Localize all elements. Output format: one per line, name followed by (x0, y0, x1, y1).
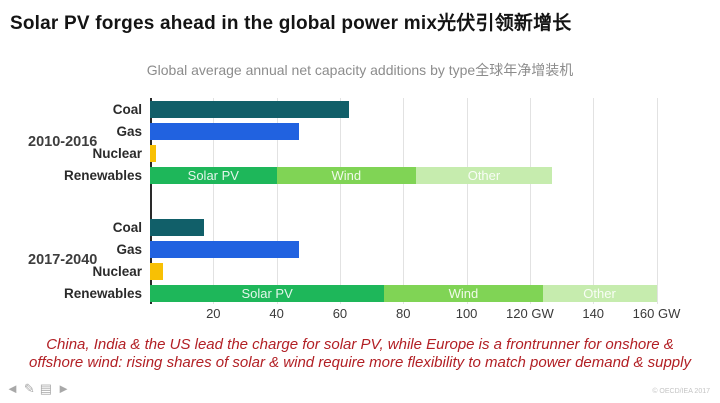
segment-label: Wind (448, 285, 479, 301)
page-title: Solar PV forges ahead in the global powe… (10, 13, 572, 34)
bar-gas (150, 240, 299, 258)
category-label: Gas (116, 123, 142, 139)
x-axis-tick-120: 120 GW (506, 306, 554, 321)
gridline-160 (656, 98, 658, 304)
segment-label: Other (583, 285, 616, 301)
copyright-text: © OECD/IEA 2017 (652, 388, 710, 395)
category-label: Coal (112, 101, 142, 117)
bar-segment-other: Other (542, 284, 657, 302)
gridline-20 (213, 98, 215, 304)
chart-row-renewables: Renewables Solar PV Wind Other (0, 164, 704, 186)
bar-segment-solar-pv: Solar PV (150, 284, 385, 302)
category-label: Renewables (63, 285, 142, 301)
category-label: Nuclear (92, 145, 142, 161)
bar-segment-wind: Wind (276, 166, 416, 184)
bar-track: Solar PV Wind Other (150, 284, 704, 302)
category-label: Nuclear (92, 263, 142, 279)
chart-group-2010-2016: 2010-2016 Coal Gas Nuclear Renewables Solar P… (0, 98, 704, 186)
y-axis-line (150, 98, 152, 304)
chart-row-coal: Coal (0, 216, 704, 238)
bar-track (150, 100, 704, 118)
bar-chart: 2010-2016 Coal Gas Nuclear Renewables Solar P… (0, 98, 720, 304)
gridline-60 (339, 98, 341, 304)
gridline-120 (529, 98, 531, 304)
gridline-100 (466, 98, 468, 304)
arrow-left-icon[interactable]: ◄ (6, 381, 19, 396)
caption-text: China, India & the US lead the charge fo… (29, 336, 691, 372)
bar-track (150, 262, 704, 280)
chart-row-gas: Gas (0, 238, 704, 260)
segment-label: Wind (331, 167, 362, 183)
category-label: Gas (116, 241, 142, 257)
gridline-40 (276, 98, 278, 304)
bar-gas (150, 122, 299, 140)
bar-segment-solar-pv: Solar PV (150, 166, 277, 184)
chart-row-coal: Coal (0, 98, 704, 120)
arrow-right-icon[interactable]: ► (57, 381, 70, 396)
chart-subtitle: Global average annual net capacity addit… (146, 62, 574, 78)
bar-track (150, 144, 704, 162)
chart-row-gas: Gas (0, 120, 704, 142)
list-icon[interactable]: ▤ (39, 381, 53, 396)
x-axis-labels: 20 40 60 80 100 120 GW 140 160 GW (150, 306, 704, 322)
presentation-controls: ◄ ✎ ▤ ► (6, 381, 70, 397)
bar-coal (150, 218, 204, 236)
x-axis-tick-60: 60 (332, 306, 348, 321)
group-label: 2017-2040 (28, 252, 98, 268)
category-label: Coal (112, 219, 142, 235)
bar-nuclear (150, 144, 157, 162)
bar-track (150, 240, 704, 258)
chart-groups: 2010-2016 Coal Gas Nuclear Renewables Solar P… (0, 98, 704, 304)
bar-track (150, 218, 704, 236)
pen-icon[interactable]: ✎ (23, 381, 35, 396)
segment-label: Solar PV (187, 167, 239, 183)
bar-segment-other: Other (415, 166, 553, 184)
x-axis-tick-100: 100 (455, 306, 478, 321)
chart-group-2017-2040: 2017-2040 Coal Gas Nuclear Renewables Solar P… (0, 216, 704, 304)
x-axis-tick-160: 160 GW (632, 306, 681, 321)
group-label: 2010-2016 (28, 134, 98, 150)
group-spacer (0, 186, 704, 216)
bar-nuclear (150, 262, 163, 280)
chart-row-renewables: Renewables Solar PV Wind Other (0, 282, 704, 304)
bar-segment-wind: Wind (384, 284, 543, 302)
x-axis-tick-40: 40 (269, 306, 284, 321)
chart-row-nuclear: Nuclear (0, 142, 704, 164)
bar-coal (150, 100, 350, 118)
category-label: Renewables (63, 167, 142, 183)
bar-track: Solar PV Wind Other (150, 166, 704, 184)
chart-row-nuclear: Nuclear (0, 260, 704, 282)
bar-track (150, 122, 704, 140)
x-axis-tick-140: 140 (582, 306, 605, 321)
gridline-80 (403, 98, 405, 304)
x-axis-tick-80: 80 (396, 306, 411, 321)
x-axis-tick-20: 20 (206, 306, 221, 321)
segment-label: Solar PV (241, 285, 293, 301)
gridline-140 (593, 98, 595, 304)
segment-label: Other (467, 167, 501, 183)
